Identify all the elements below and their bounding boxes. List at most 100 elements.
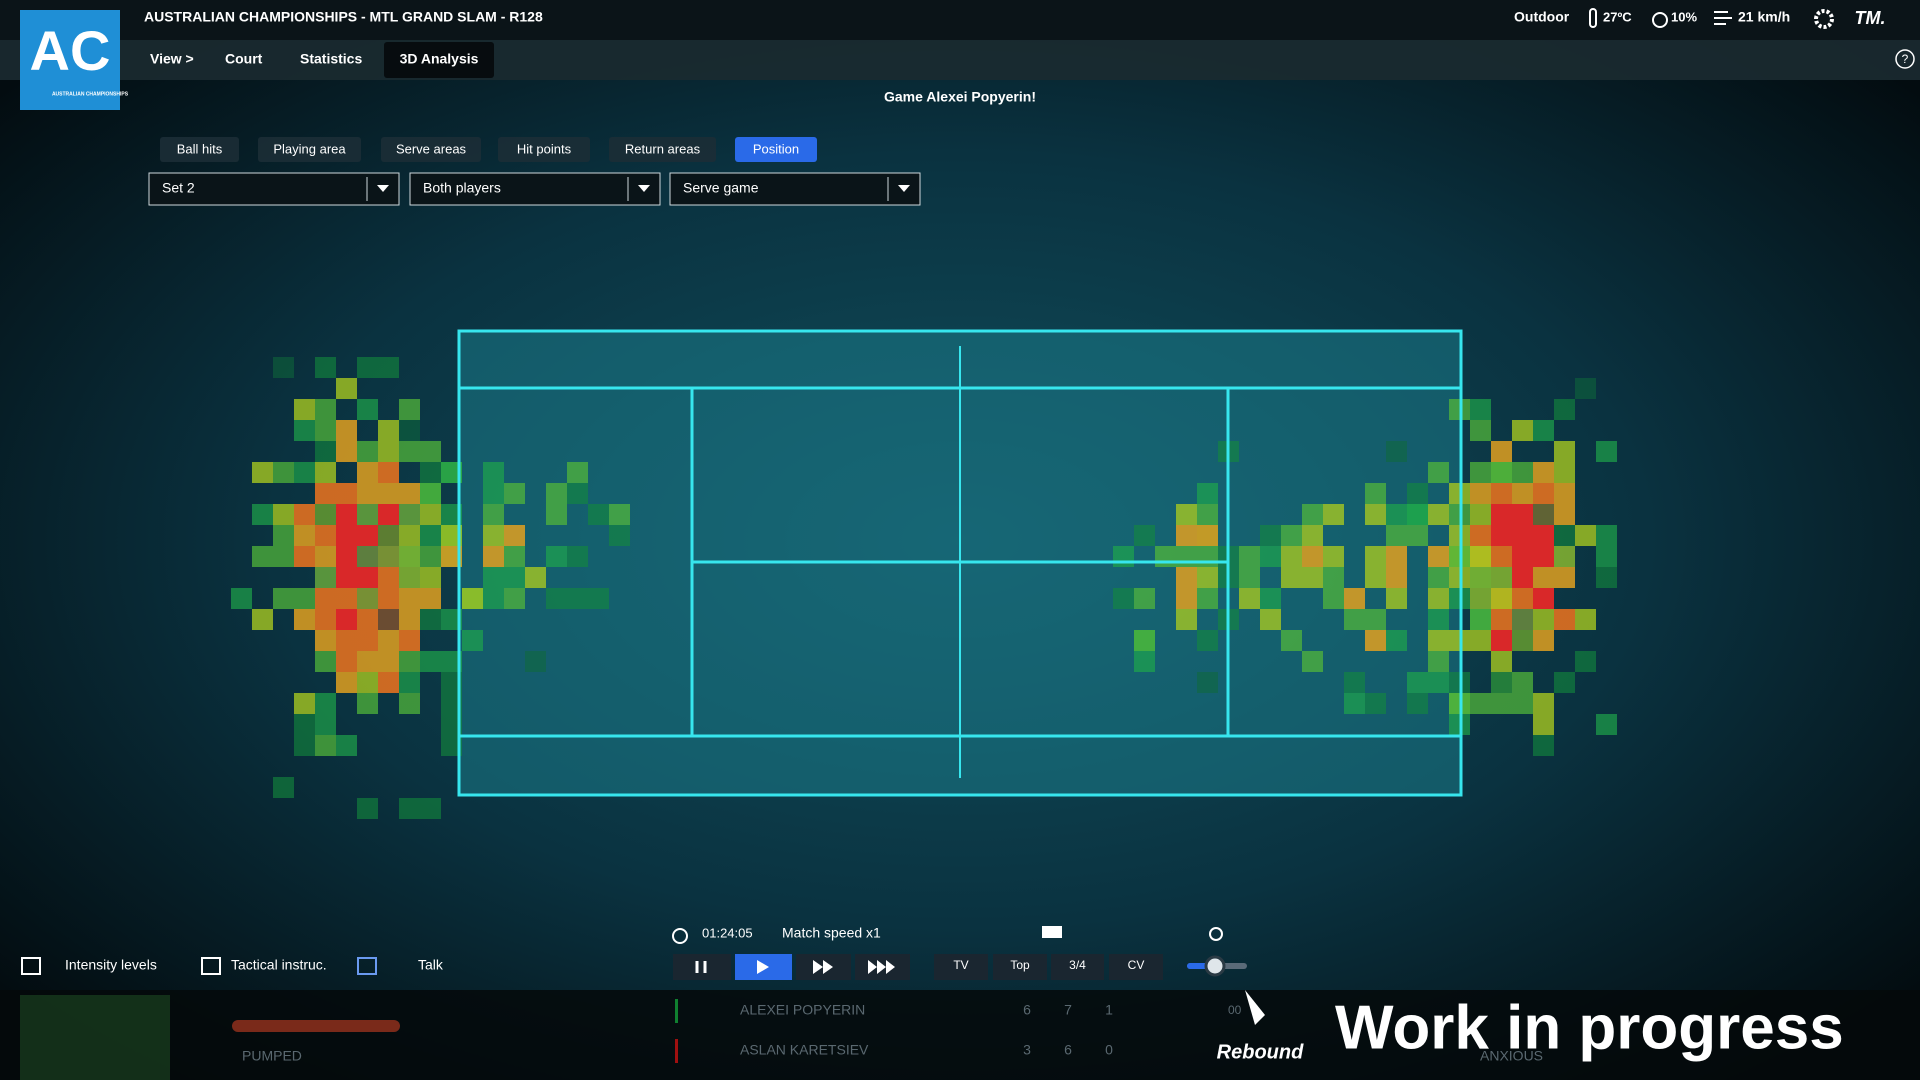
set-score: 3: [1023, 1042, 1031, 1058]
heat-cell: [399, 483, 420, 504]
action-label[interactable]: Intensity levels: [65, 957, 157, 973]
dropdown-arrow: [898, 185, 910, 192]
heat-cell: [357, 483, 378, 504]
heat-cell: [1428, 672, 1449, 693]
heat-cell: [483, 546, 504, 567]
help-mark: ?: [1902, 52, 1909, 66]
heat-cell: [1470, 483, 1491, 504]
heat-cell: [1491, 441, 1512, 462]
pause-button[interactable]: [673, 954, 731, 980]
heat-cell: [546, 483, 567, 504]
mood: ANXIOUS: [1480, 1048, 1543, 1064]
heat-cell: [378, 546, 399, 567]
heat-cell: [315, 462, 336, 483]
heat-cell: [1134, 630, 1155, 651]
heat-cell: [1533, 483, 1554, 504]
player-portrait: [20, 995, 170, 1080]
weather-humidity: 10%: [1671, 9, 1697, 24]
heat-cell: [1386, 546, 1407, 567]
heat-cell: [1470, 399, 1491, 420]
heat-cell: [1491, 525, 1512, 546]
heat-cell: [420, 504, 441, 525]
heat-cell: [567, 588, 588, 609]
heat-cell: [252, 504, 273, 525]
heat-cell: [1134, 525, 1155, 546]
energy-bar: [232, 1020, 400, 1032]
tab[interactable]: [258, 137, 361, 162]
heat-cell: [315, 714, 336, 735]
heat-cell: [294, 588, 315, 609]
nav-item[interactable]: Court: [225, 51, 263, 67]
heatmap: [231, 357, 1617, 819]
tab[interactable]: [609, 137, 716, 162]
heat-cell: [1407, 483, 1428, 504]
settings-icon[interactable]: [1814, 9, 1834, 29]
nav-item[interactable]: View >: [150, 51, 194, 67]
heat-cell: [1344, 588, 1365, 609]
heat-cell: [1344, 609, 1365, 630]
heat-cell: [546, 588, 567, 609]
heat-cell: [1512, 609, 1533, 630]
heat-cell: [315, 483, 336, 504]
heat-cell: [1197, 672, 1218, 693]
action-label[interactable]: Talk: [418, 957, 444, 973]
dropdown[interactable]: [148, 172, 400, 206]
heat-cell: [441, 714, 462, 735]
help-icon[interactable]: [1895, 49, 1915, 69]
view-label: Top: [1010, 958, 1030, 972]
nav-item[interactable]: Statistics: [300, 51, 362, 67]
heat-cell: [420, 546, 441, 567]
dropdown[interactable]: [409, 172, 661, 206]
heat-cell: [357, 693, 378, 714]
view-button[interactable]: [1109, 954, 1163, 980]
camera-views: TV Top 3/4 CV: [934, 954, 1163, 980]
weather-place: Outdoor: [1514, 9, 1570, 25]
tab[interactable]: [381, 137, 481, 162]
subtitle: Game Alexei Popyerin!: [884, 89, 1036, 105]
filters: Set 2 Both players Serve game: [148, 172, 921, 206]
heat-cell: [567, 462, 588, 483]
action-label[interactable]: Tactical instruc.: [231, 957, 327, 973]
nav-item[interactable]: 3D Analysis: [400, 51, 479, 67]
tab-label: Position: [753, 141, 799, 156]
heat-cell: [504, 525, 525, 546]
zoom-knob[interactable]: [1204, 955, 1226, 977]
view-button[interactable]: [993, 954, 1047, 980]
heat-cell: [546, 504, 567, 525]
view-button[interactable]: [1051, 954, 1104, 980]
heat-cell: [336, 420, 357, 441]
heat-cell: [1344, 672, 1365, 693]
heat-cell: [1407, 672, 1428, 693]
dropdown[interactable]: [669, 172, 921, 206]
tab[interactable]: [498, 137, 590, 162]
heat-cell: [588, 588, 609, 609]
heat-cell: [1365, 483, 1386, 504]
heat-cell: [504, 567, 525, 588]
heat-cell: [1554, 672, 1575, 693]
heat-cell: [1302, 567, 1323, 588]
heat-cell: [1533, 735, 1554, 756]
heat-cell: [378, 420, 399, 441]
heat-cell: [378, 357, 399, 378]
heat-cell: [1386, 525, 1407, 546]
heat-cell: [1386, 567, 1407, 588]
heat-cell: [420, 525, 441, 546]
heat-cell: [315, 399, 336, 420]
view-button[interactable]: [934, 954, 988, 980]
heat-cell: [273, 357, 294, 378]
heat-cell: [1491, 630, 1512, 651]
heat-cell: [1428, 588, 1449, 609]
heat-cell: [483, 525, 504, 546]
set-score: 6: [1023, 1002, 1031, 1018]
dropdown-arrow: [638, 185, 650, 192]
tab[interactable]: [160, 137, 239, 162]
heat-cell: [1596, 714, 1617, 735]
heat-cell: [1260, 546, 1281, 567]
heat-cell: [1554, 525, 1575, 546]
tab[interactable]: [735, 137, 817, 162]
heat-cell: [441, 462, 462, 483]
heat-cell: [441, 546, 462, 567]
heat-cell: [1470, 693, 1491, 714]
heat-cell: [294, 546, 315, 567]
heat-cell: [588, 504, 609, 525]
